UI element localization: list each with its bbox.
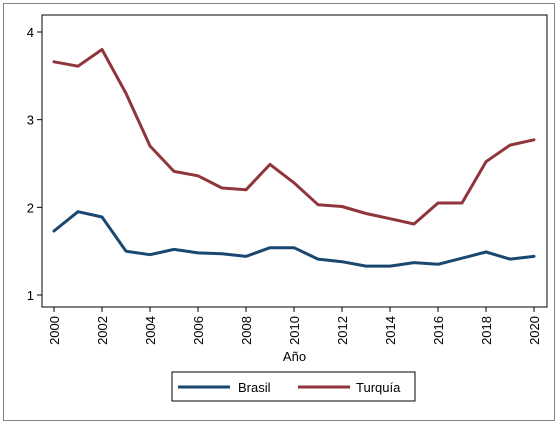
legend-label-brasil: Brasil	[238, 380, 271, 395]
plot-area	[41, 14, 548, 308]
series-line-brasil	[52, 210, 536, 268]
x-tick-label: 2002	[95, 316, 110, 345]
y-tick-label: 2	[27, 200, 34, 215]
x-axis-title: Año	[283, 349, 306, 364]
x-tick-label: 2008	[239, 316, 254, 345]
plot-border	[41, 14, 548, 308]
x-tick-label: 2018	[479, 316, 494, 345]
chart-frame	[3, 3, 555, 421]
x-tick-label: 2000	[47, 316, 62, 345]
x-tick-label: 2016	[431, 316, 446, 345]
x-tick-label: 2012	[335, 316, 350, 345]
x-tick-label: 2014	[383, 316, 398, 345]
y-tick-label: 3	[27, 113, 34, 128]
x-axis: 2000 2002 2004 2006 2008 2010 2012 2014 2016 2018…	[47, 307, 542, 345]
y-axis: 1 2 3 4	[27, 25, 42, 303]
series-line-turquía	[52, 48, 536, 226]
y-tick-label: 1	[27, 288, 34, 303]
series-layer	[52, 48, 536, 268]
x-tick-label: 2010	[287, 316, 302, 345]
legend-label-turquía: Turquía	[356, 380, 401, 395]
y-tick-label: 4	[27, 25, 34, 40]
legend: Brasil Turquía	[171, 371, 416, 402]
x-tick-label: 2020	[527, 316, 542, 345]
x-tick-label: 2006	[191, 316, 206, 345]
x-tick-label: 2004	[143, 316, 158, 345]
